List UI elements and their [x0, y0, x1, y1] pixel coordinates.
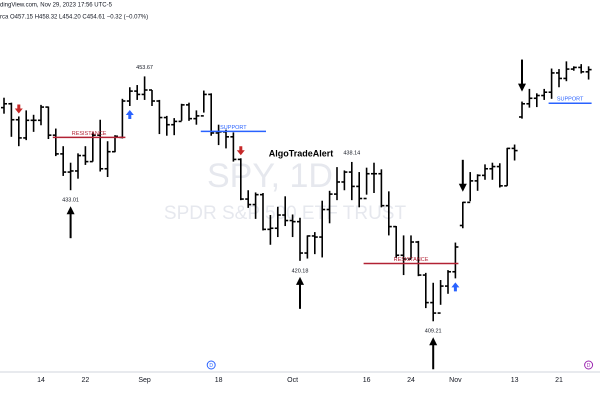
level-label: SUPPORT — [557, 97, 584, 103]
annotation: AlgoTradeAlert — [269, 148, 334, 158]
level-label: RESISTANCE — [72, 131, 107, 137]
level-label: RESISTANCE — [394, 257, 429, 263]
x-tick-label: Oct — [287, 377, 298, 384]
signal-sell — [236, 146, 245, 156]
x-tick-label: Nov — [449, 377, 462, 384]
price-label: 453.67 — [136, 65, 153, 71]
signal-buy — [451, 282, 460, 292]
header-source: dingView.com, Nov 29, 2023 17:56 UTC-5 — [0, 3, 113, 9]
signal-arrow-head — [458, 183, 467, 192]
signal-arrow-head — [296, 276, 304, 285]
signal-arrow-head — [518, 83, 526, 92]
level-label: SUPPORT — [220, 125, 247, 131]
header-quote: rca O457.15 H458.32 L454.20 C454.61 −0.3… — [0, 15, 148, 21]
x-tick-label: 24 — [407, 377, 415, 384]
x-tick-label: 16 — [363, 377, 371, 384]
x-tick-label: Sep — [138, 377, 151, 384]
x-tick-label: 13 — [511, 377, 519, 384]
signal-arrow-head — [429, 337, 438, 346]
price-label: 420.18 — [292, 268, 309, 274]
signal-arrow-head — [66, 206, 75, 215]
price-label: 433.01 — [62, 198, 79, 204]
x-tick-label: 14 — [37, 377, 45, 384]
signal-sell — [14, 104, 23, 114]
event-label: D — [209, 363, 213, 369]
price-label: 409.21 — [425, 329, 442, 335]
x-tick-label: 18 — [215, 377, 223, 384]
event-marker — [584, 360, 594, 370]
watermark-symbol: SPY, 1D — [207, 157, 333, 195]
price-label: 438.14 — [343, 150, 360, 156]
event-label: D — [587, 363, 591, 369]
event-marker — [206, 360, 216, 370]
x-tick-label: 21 — [555, 377, 563, 384]
x-tick-label: 22 — [82, 377, 90, 384]
signal-buy — [125, 109, 134, 119]
